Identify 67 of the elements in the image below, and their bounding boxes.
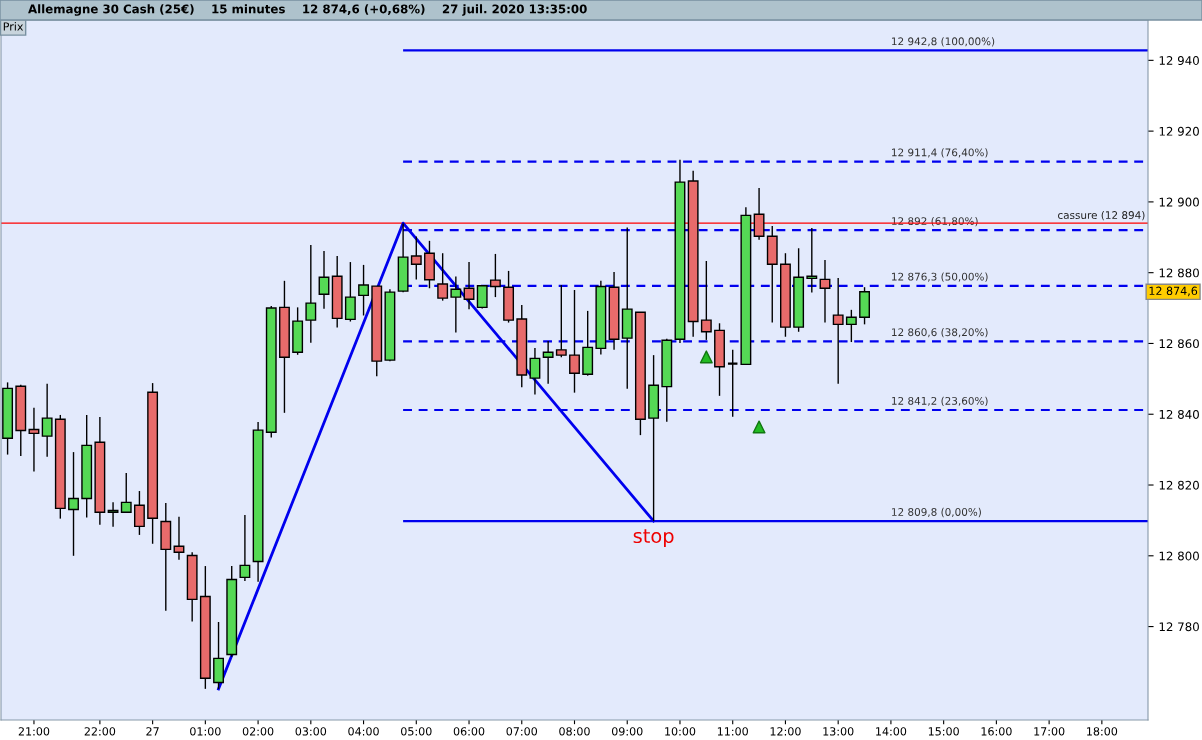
x-tick-label: 01:00	[190, 727, 221, 736]
ref-line-label: 12 876,3 (50,00%)	[892, 272, 988, 282]
y-tick-label: 12 940	[1159, 56, 1199, 65]
candlestick	[489, 253, 501, 298]
annotation: Prix	[3, 22, 24, 31]
ref-line-label: 12 942,8 (100,00%)	[892, 37, 995, 47]
candlestick	[819, 259, 831, 324]
x-tick-label: 03:00	[295, 727, 327, 736]
candlestick	[450, 275, 462, 334]
y-tick-label: 12 800	[1159, 551, 1199, 561]
candlestick	[344, 261, 356, 323]
annotation: stop	[633, 529, 674, 547]
candlestick	[41, 383, 53, 458]
x-tick-label: 22:00	[84, 727, 116, 736]
y-tick-label: 12 900	[1159, 197, 1199, 207]
candlestick	[832, 277, 844, 385]
candlestick	[529, 347, 541, 396]
x-tick-label: 08:00	[559, 727, 590, 736]
candlestick	[239, 514, 251, 582]
y-tick-label: 12 840	[1159, 409, 1199, 419]
x-tick-label: 11:00	[717, 727, 748, 736]
candlestick	[569, 289, 580, 394]
candlestick	[305, 244, 317, 344]
candlestick	[133, 490, 145, 536]
x-tick-label: 02:00	[242, 727, 274, 736]
candlestick	[845, 309, 857, 343]
candlestick	[555, 284, 567, 358]
x-tick-label: 21:00	[18, 727, 50, 736]
ref-line-label: 12 860,6 (38,20%)	[892, 328, 988, 338]
x-tick-label: 14:00	[876, 727, 907, 736]
candlestick	[107, 501, 119, 528]
x-tick-label: 27	[146, 727, 159, 736]
x-tick-label: 15:00	[928, 727, 959, 736]
ref-line-label: 12 841,2 (23,60%)	[892, 396, 988, 407]
candlestick	[463, 261, 475, 310]
x-tick-label: 12:00	[770, 727, 801, 736]
candlestick	[318, 250, 330, 310]
candlestick	[542, 340, 554, 385]
x-tick-label: 05:00	[401, 727, 432, 736]
candlestick	[437, 252, 449, 302]
y-tick-label: 12 860	[1159, 339, 1199, 349]
x-tick-label: 18:00	[1087, 727, 1118, 736]
candlestick	[358, 264, 369, 317]
y-tick-label: 12 880	[1159, 268, 1199, 278]
x-tick-label: 06:00	[453, 727, 485, 736]
x-tick-label: 16:00	[981, 727, 1012, 736]
candlestick	[700, 260, 712, 341]
text: 12 874,6	[1149, 286, 1198, 297]
x-tick-label: 17:00	[1034, 727, 1065, 736]
ref-line-label: 12 911,4 (76,40%)	[892, 148, 988, 158]
candlestick	[753, 187, 765, 241]
x-tick-label: 04:00	[348, 727, 379, 736]
x-tick-label: 10:00	[665, 727, 696, 736]
candlestick	[806, 227, 818, 294]
candlestick	[726, 349, 739, 418]
x-tick-label: 09:00	[611, 727, 643, 736]
chart-title: Allemagne 30 Cash (25€) 15 minutes 12 874,6 (+0,68%) 27 juil. 2020 13:35:00	[28, 4, 587, 16]
ref-line-label: cassure (12 894)	[1058, 210, 1145, 221]
ref-line-label: 12 809,8 (0,00%)	[892, 507, 981, 518]
y-tick-label: 12 920	[1159, 126, 1199, 136]
y-tick-label: 12 780	[1159, 622, 1199, 632]
candlestick	[410, 235, 422, 281]
candlestick	[120, 472, 132, 513]
x-tick-label: 07:00	[506, 727, 538, 736]
y-tick-label: 12 820	[1159, 480, 1199, 490]
x-tick-label: 13:00	[823, 727, 854, 736]
candlestick	[68, 451, 79, 557]
